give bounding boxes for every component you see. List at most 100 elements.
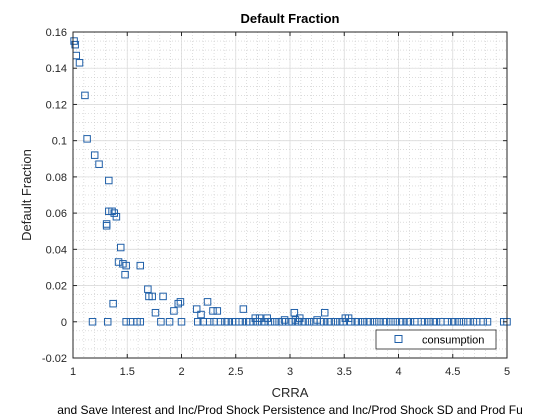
data-point xyxy=(451,318,459,326)
data-point xyxy=(144,285,152,293)
data-point xyxy=(301,318,309,326)
data-point xyxy=(103,318,112,326)
data-point xyxy=(176,298,185,306)
data-point xyxy=(121,270,129,279)
x-tick-label: 2 xyxy=(178,366,184,378)
x-tick-label: 1 xyxy=(70,366,76,378)
y-tick-label: 0.14 xyxy=(46,63,67,75)
data-point xyxy=(170,307,178,315)
data-point xyxy=(375,318,383,326)
data-point xyxy=(122,261,130,270)
data-point xyxy=(261,318,269,326)
data-point xyxy=(320,308,329,317)
legend-box xyxy=(375,329,497,350)
y-tick-label: 0.06 xyxy=(46,208,67,220)
data-point xyxy=(288,318,296,326)
data-point xyxy=(420,318,429,326)
data-point xyxy=(406,318,415,326)
data-point xyxy=(75,59,84,67)
x-axis-label: CRRA xyxy=(272,385,309,400)
x-tick-label: 3 xyxy=(287,366,293,378)
data-point xyxy=(192,305,201,313)
data-point xyxy=(109,299,117,308)
data-point xyxy=(432,318,441,326)
data-point xyxy=(253,318,262,326)
data-point xyxy=(382,318,391,326)
data-point xyxy=(112,212,121,221)
data-point xyxy=(238,318,247,326)
data-point xyxy=(479,318,487,326)
data-point xyxy=(266,318,275,326)
data-point xyxy=(443,318,452,326)
marker-layer xyxy=(70,37,511,326)
chart-title: Default Fraction xyxy=(241,11,340,26)
data-point xyxy=(213,307,222,315)
data-point xyxy=(319,318,328,326)
data-point xyxy=(249,318,257,326)
data-point xyxy=(102,222,111,230)
x-tick-label: 4 xyxy=(395,366,401,378)
data-point xyxy=(105,176,113,185)
data-point xyxy=(95,160,103,168)
bottom-caption: and Save Interest and Inc/Prod Shock Per… xyxy=(57,403,523,417)
legend: consumption xyxy=(375,329,497,350)
data-point xyxy=(136,261,145,270)
data-point xyxy=(194,318,202,326)
data-point xyxy=(293,318,302,326)
data-point xyxy=(391,318,399,326)
data-point xyxy=(483,318,492,326)
data-point xyxy=(239,305,248,313)
data-point xyxy=(174,299,182,308)
data-point xyxy=(358,318,367,326)
data-point xyxy=(459,318,468,326)
data-point xyxy=(331,318,340,326)
y-tick-label: 0.12 xyxy=(46,99,67,111)
x-tick-label: 2.5 xyxy=(228,366,243,378)
y-tick-label: 0.02 xyxy=(46,281,67,293)
y-tick-label: -0.02 xyxy=(42,353,67,365)
data-point xyxy=(305,318,314,326)
tick-marks xyxy=(72,31,508,359)
data-point xyxy=(464,318,472,326)
data-point xyxy=(203,298,212,306)
x-tick-label: 3.5 xyxy=(337,366,352,378)
data-point xyxy=(387,318,395,326)
data-point xyxy=(290,308,299,317)
data-point xyxy=(224,318,232,326)
data-point xyxy=(83,135,91,143)
data-point xyxy=(216,318,225,326)
data-point xyxy=(209,307,217,315)
data-point xyxy=(159,292,167,301)
data-point xyxy=(425,318,433,326)
data-point xyxy=(455,318,464,326)
data-point xyxy=(339,318,347,326)
data-point xyxy=(114,258,123,266)
data-point xyxy=(271,318,279,326)
data-point xyxy=(157,318,165,326)
legend-marker xyxy=(394,335,403,343)
y-tick-label: 0.08 xyxy=(46,172,67,184)
y-axis-label: Default Fraction xyxy=(19,149,34,241)
data-point xyxy=(88,318,97,326)
x-tick-label: 1.5 xyxy=(120,366,135,378)
data-point xyxy=(399,318,407,326)
data-point xyxy=(354,318,363,326)
data-point xyxy=(136,318,145,326)
x-tick-label: 5 xyxy=(504,366,510,378)
data-point xyxy=(366,318,375,326)
data-point xyxy=(177,318,186,326)
y-tick-label: 0.04 xyxy=(46,244,67,256)
data-point xyxy=(151,308,160,317)
y-tick-label: 0.16 xyxy=(46,27,67,39)
data-point xyxy=(197,310,205,319)
data-point xyxy=(165,318,174,326)
data-point xyxy=(108,207,116,216)
data-point xyxy=(90,151,99,159)
data-point xyxy=(327,318,335,326)
data-point xyxy=(347,318,355,326)
data-point xyxy=(370,318,379,326)
data-point xyxy=(205,318,214,326)
data-point xyxy=(122,318,130,326)
data-point xyxy=(81,91,89,100)
